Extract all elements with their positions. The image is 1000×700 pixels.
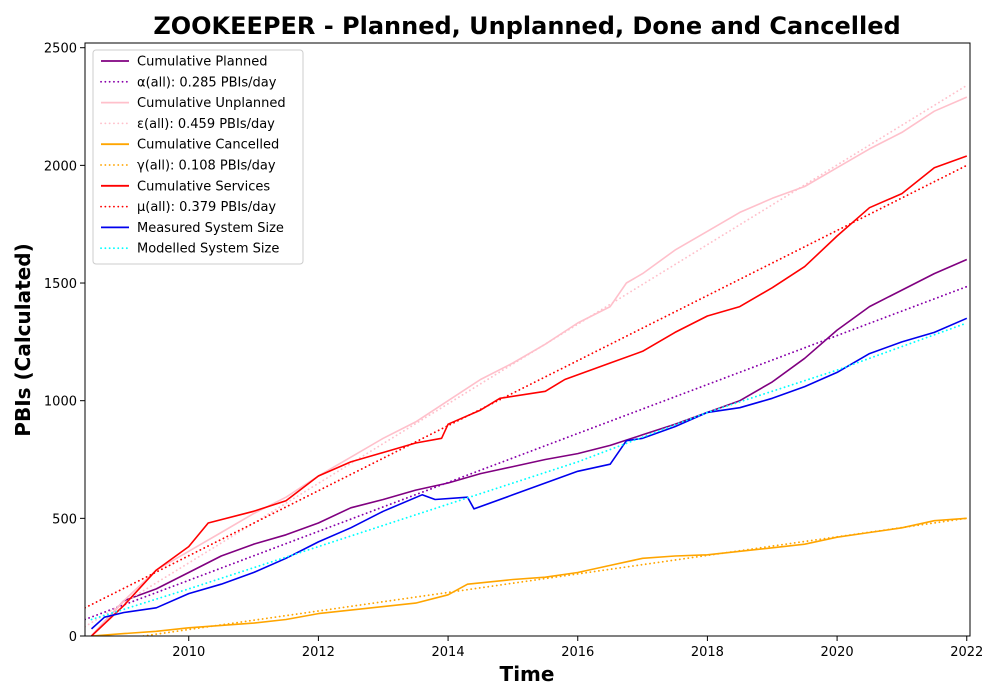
x-tick-label: 2012	[302, 645, 335, 660]
y-tick-label: 0	[69, 630, 77, 645]
legend-item-6: γ(all): 0.108 PBIs/day	[137, 159, 276, 174]
series-line-2	[85, 285, 968, 621]
series-line-4	[85, 84, 968, 628]
series-line-8	[85, 164, 968, 609]
x-axis-ticks: 2010 2012 2014 2016 2018 2020 2022	[172, 636, 983, 660]
x-tick-label: 2022	[950, 645, 983, 660]
y-axis-label: PBIs (Calculated)	[11, 243, 35, 436]
legend-item-8: μ(all): 0.379 PBIs/day	[137, 200, 276, 215]
x-tick-label: 2016	[561, 645, 594, 660]
legend-item-10: Modelled System Size	[137, 242, 279, 257]
series-line-9	[90, 317, 968, 630]
x-tick-label: 2014	[432, 645, 465, 660]
plot-frame	[84, 42, 971, 637]
series-line-6	[142, 517, 968, 636]
legend-item-4: ε(all): 0.459 PBIs/day	[137, 117, 275, 132]
series-line-5	[91, 517, 967, 636]
plot-area	[85, 84, 968, 636]
legend-item-7: Cumulative Services	[137, 179, 270, 194]
series-line-3	[90, 96, 968, 636]
y-tick-label: 2500	[44, 42, 77, 57]
x-tick-label: 2020	[821, 645, 854, 660]
legend-item-3: Cumulative Unplanned	[137, 96, 286, 111]
y-tick-label: 500	[52, 512, 77, 527]
y-tick-label: 1000	[44, 395, 77, 410]
series-line-1	[90, 258, 968, 636]
legend-box	[92, 49, 304, 265]
y-tick-label: 1500	[44, 277, 77, 292]
legend: Cumulative Planned α(all): 0.285 PBIs/day…	[92, 49, 304, 265]
series-line-10	[90, 322, 968, 621]
chart-title: ZOOKEEPER - Planned, Unplanned, Done and…	[153, 12, 900, 40]
y-axis-ticks: 0 500 1000 1500 2000 2500	[44, 42, 85, 645]
legend-item-9: Measured System Size	[137, 221, 284, 236]
x-axis-label: Time	[500, 662, 555, 686]
series-line-7	[90, 155, 968, 636]
legend-item-2: α(all): 0.285 PBIs/day	[137, 75, 277, 90]
x-tick-label: 2018	[691, 645, 724, 660]
x-tick-label: 2010	[172, 645, 205, 660]
y-tick-label: 2000	[44, 159, 77, 174]
legend-item-1: Cumulative Planned	[137, 55, 267, 70]
legend-item-5: Cumulative Cancelled	[137, 138, 279, 153]
